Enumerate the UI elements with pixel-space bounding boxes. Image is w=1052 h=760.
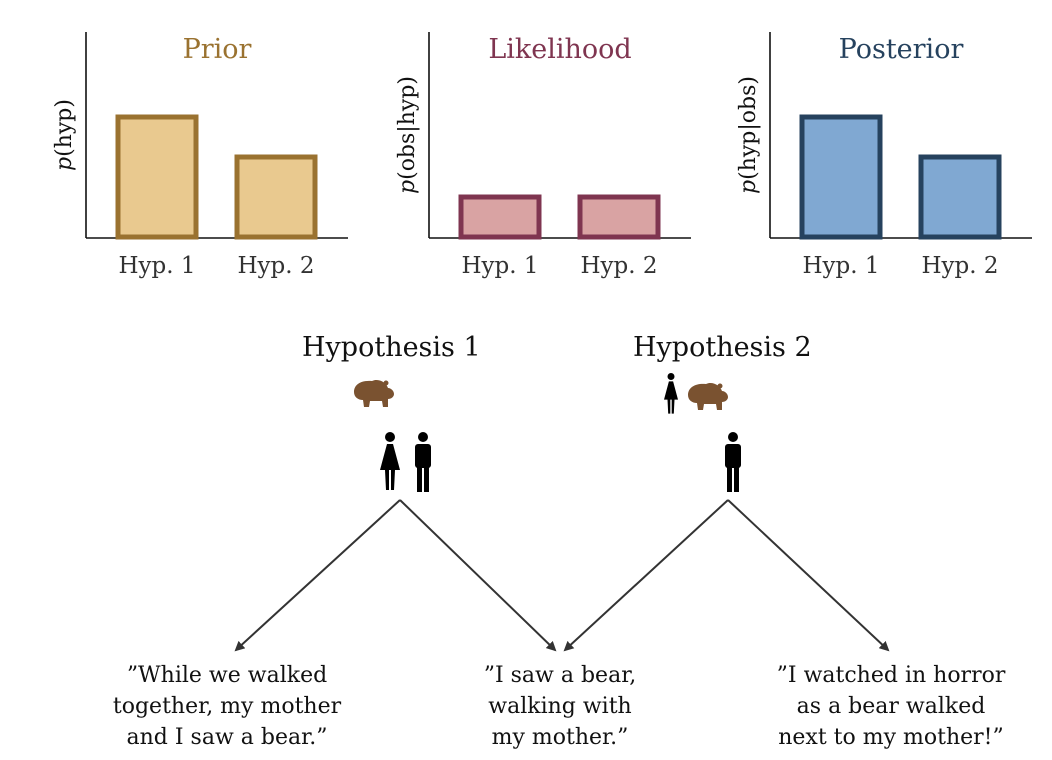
chart-1: Prior p(hyp) Hyp. 1 Hyp. 2 — [52, 32, 348, 279]
observation-3: ”I watched in horror as a bear walked ne… — [761, 660, 1021, 753]
bar-hyp-2 — [918, 154, 1002, 240]
hypothesis-2-figures — [664, 373, 741, 492]
bar-hyp-1 — [458, 194, 542, 240]
chart-title: Posterior — [839, 34, 964, 65]
x-tick-label: Hyp. 1 — [461, 253, 538, 279]
y-axis-label: p(hyp) — [52, 99, 77, 171]
chart-title: Likelihood — [488, 34, 631, 65]
arrow-hyp1-obs2 — [399, 499, 557, 652]
arrows — [234, 499, 890, 652]
observation-1-line-3: and I saw a bear.” — [126, 725, 328, 750]
observation-2-line-1: ”I saw a bear, — [483, 663, 637, 688]
x-tick-label: Hyp. 2 — [921, 253, 998, 279]
hypothesis-1-title: Hypothesis 1 — [302, 332, 481, 363]
woman-icon — [380, 432, 400, 490]
observation-2-line-3: my mother.” — [491, 725, 629, 750]
charts-layer: Prior p(hyp) Hyp. 1 Hyp. 2 Likelihood p(obs|h… — [52, 32, 1032, 279]
x-tick-label: Hyp. 1 — [802, 253, 879, 279]
observation-1-line-1: ”While we walked — [126, 663, 328, 688]
woman-icon — [664, 373, 678, 414]
observation-1: ”While we walked together, my mother and… — [97, 660, 357, 753]
observation-1-line-2: together, my mother — [112, 694, 342, 719]
hypothesis-1-figures — [354, 379, 431, 492]
x-tick-label: Hyp. 2 — [580, 253, 657, 279]
bar-hyp-1 — [115, 114, 199, 240]
arrow-hyp1-obs1 — [234, 499, 401, 652]
man-icon — [415, 432, 431, 492]
bear-icon — [688, 382, 728, 410]
bar-hyp-2 — [234, 154, 318, 240]
observation-3-line-2: as a bear walked — [796, 694, 986, 719]
bear-icon — [354, 379, 394, 407]
y-axis-label: p(obs|hyp) — [395, 76, 420, 194]
bar-hyp-1 — [799, 114, 883, 240]
chart-title: Prior — [183, 34, 252, 65]
man-icon — [725, 432, 741, 492]
hypothesis-2-title: Hypothesis 2 — [633, 332, 812, 363]
arrow-hyp2-obs2 — [563, 499, 729, 652]
x-tick-label: Hyp. 2 — [237, 253, 314, 279]
observation-2: ”I saw a bear, walking with my mother.” — [430, 660, 690, 753]
chart-2: Likelihood p(obs|hyp) Hyp. 1 Hyp. 2 — [395, 32, 691, 279]
y-axis-label: p(hyp|obs) — [736, 76, 761, 194]
observation-3-line-3: next to my mother!” — [778, 725, 1004, 750]
observation-3-line-1: ”I watched in horror — [776, 663, 1006, 688]
bar-hyp-2 — [577, 194, 661, 240]
observation-2-line-2: walking with — [488, 694, 632, 719]
arrow-hyp2-obs3 — [727, 499, 890, 652]
chart-3: Posterior p(hyp|obs) Hyp. 1 Hyp. 2 — [736, 32, 1032, 279]
x-tick-label: Hyp. 1 — [118, 253, 195, 279]
